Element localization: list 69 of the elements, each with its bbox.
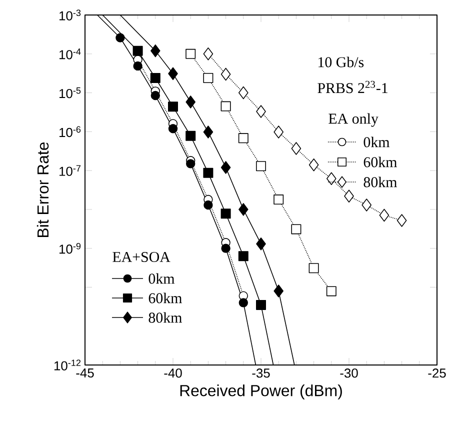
- point: [326, 286, 336, 296]
- point: [186, 48, 196, 59]
- point: [132, 46, 143, 56]
- y-tick-label: 10$^{-4}$: [60, 48, 81, 60]
- annotation: EA+SOA: [112, 252, 170, 262]
- legend-label: 60km: [148, 292, 182, 304]
- x-tick-label: -30: [340, 368, 358, 378]
- point: [116, 33, 125, 42]
- x-tick-label: -40: [164, 368, 182, 378]
- legend-label: 60km: [364, 156, 398, 168]
- point: [238, 133, 248, 144]
- point: [326, 172, 336, 186]
- point: [220, 101, 231, 112]
- point: [238, 251, 248, 262]
- point: [150, 44, 160, 58]
- annotation: PRBS 2$^{23}$-1: [318, 80, 388, 94]
- y-tick-label: 10$^{-7}$: [60, 165, 81, 176]
- point: [203, 126, 214, 138]
- y-tick-label: 10$^{-6}$: [60, 126, 81, 138]
- y-axis-title: Bit Error Rate: [36, 142, 49, 237]
- y-tick-label: 10$^{-12}$: [54, 360, 81, 370]
- point: [168, 124, 178, 134]
- point: [186, 96, 196, 108]
- point: [396, 214, 407, 227]
- point: [203, 168, 214, 178]
- legend-label: 0km: [148, 273, 175, 284]
- point: [220, 208, 231, 219]
- point: [168, 67, 178, 80]
- point: [291, 224, 302, 234]
- point: [220, 161, 231, 174]
- y-tick-label: 10$^{-5}$: [60, 87, 81, 98]
- point: [274, 126, 284, 138]
- legend-label: 80km: [148, 312, 182, 323]
- point: [186, 130, 196, 141]
- point: [344, 190, 354, 203]
- point: [238, 86, 248, 100]
- point: [256, 300, 266, 310]
- point: [379, 208, 390, 222]
- point: [238, 203, 248, 216]
- x-tick-label: -25: [428, 368, 446, 378]
- legend-label: 0km: [364, 136, 390, 148]
- point: [204, 200, 213, 210]
- point: [168, 102, 178, 112]
- point: [221, 244, 230, 253]
- point: [203, 47, 214, 60]
- point: [133, 61, 142, 71]
- legend-label: 80km: [364, 176, 398, 188]
- point: [220, 68, 231, 81]
- y-tick-label: 10$^{-3}$: [60, 10, 81, 20]
- x-tick-label: -35: [252, 368, 270, 378]
- point: [274, 194, 284, 205]
- point: [274, 284, 284, 298]
- point: [150, 90, 160, 100]
- point: [203, 72, 214, 83]
- point: [308, 263, 319, 274]
- point: [256, 161, 266, 172]
- point: [308, 158, 319, 172]
- point: [362, 198, 372, 212]
- point: [256, 238, 266, 250]
- point: [238, 298, 248, 308]
- point: [256, 105, 266, 118]
- y-tick-label: 10$^{-9}$: [60, 242, 81, 254]
- point: [150, 72, 160, 83]
- point: [186, 159, 196, 168]
- x-tick-label: -45: [76, 368, 94, 378]
- annotation: 10 Gb/s: [318, 56, 364, 68]
- x-axis-title: Received Power (dBm): [180, 384, 342, 400]
- point: [291, 142, 302, 155]
- annotation: EA only: [328, 113, 378, 127]
